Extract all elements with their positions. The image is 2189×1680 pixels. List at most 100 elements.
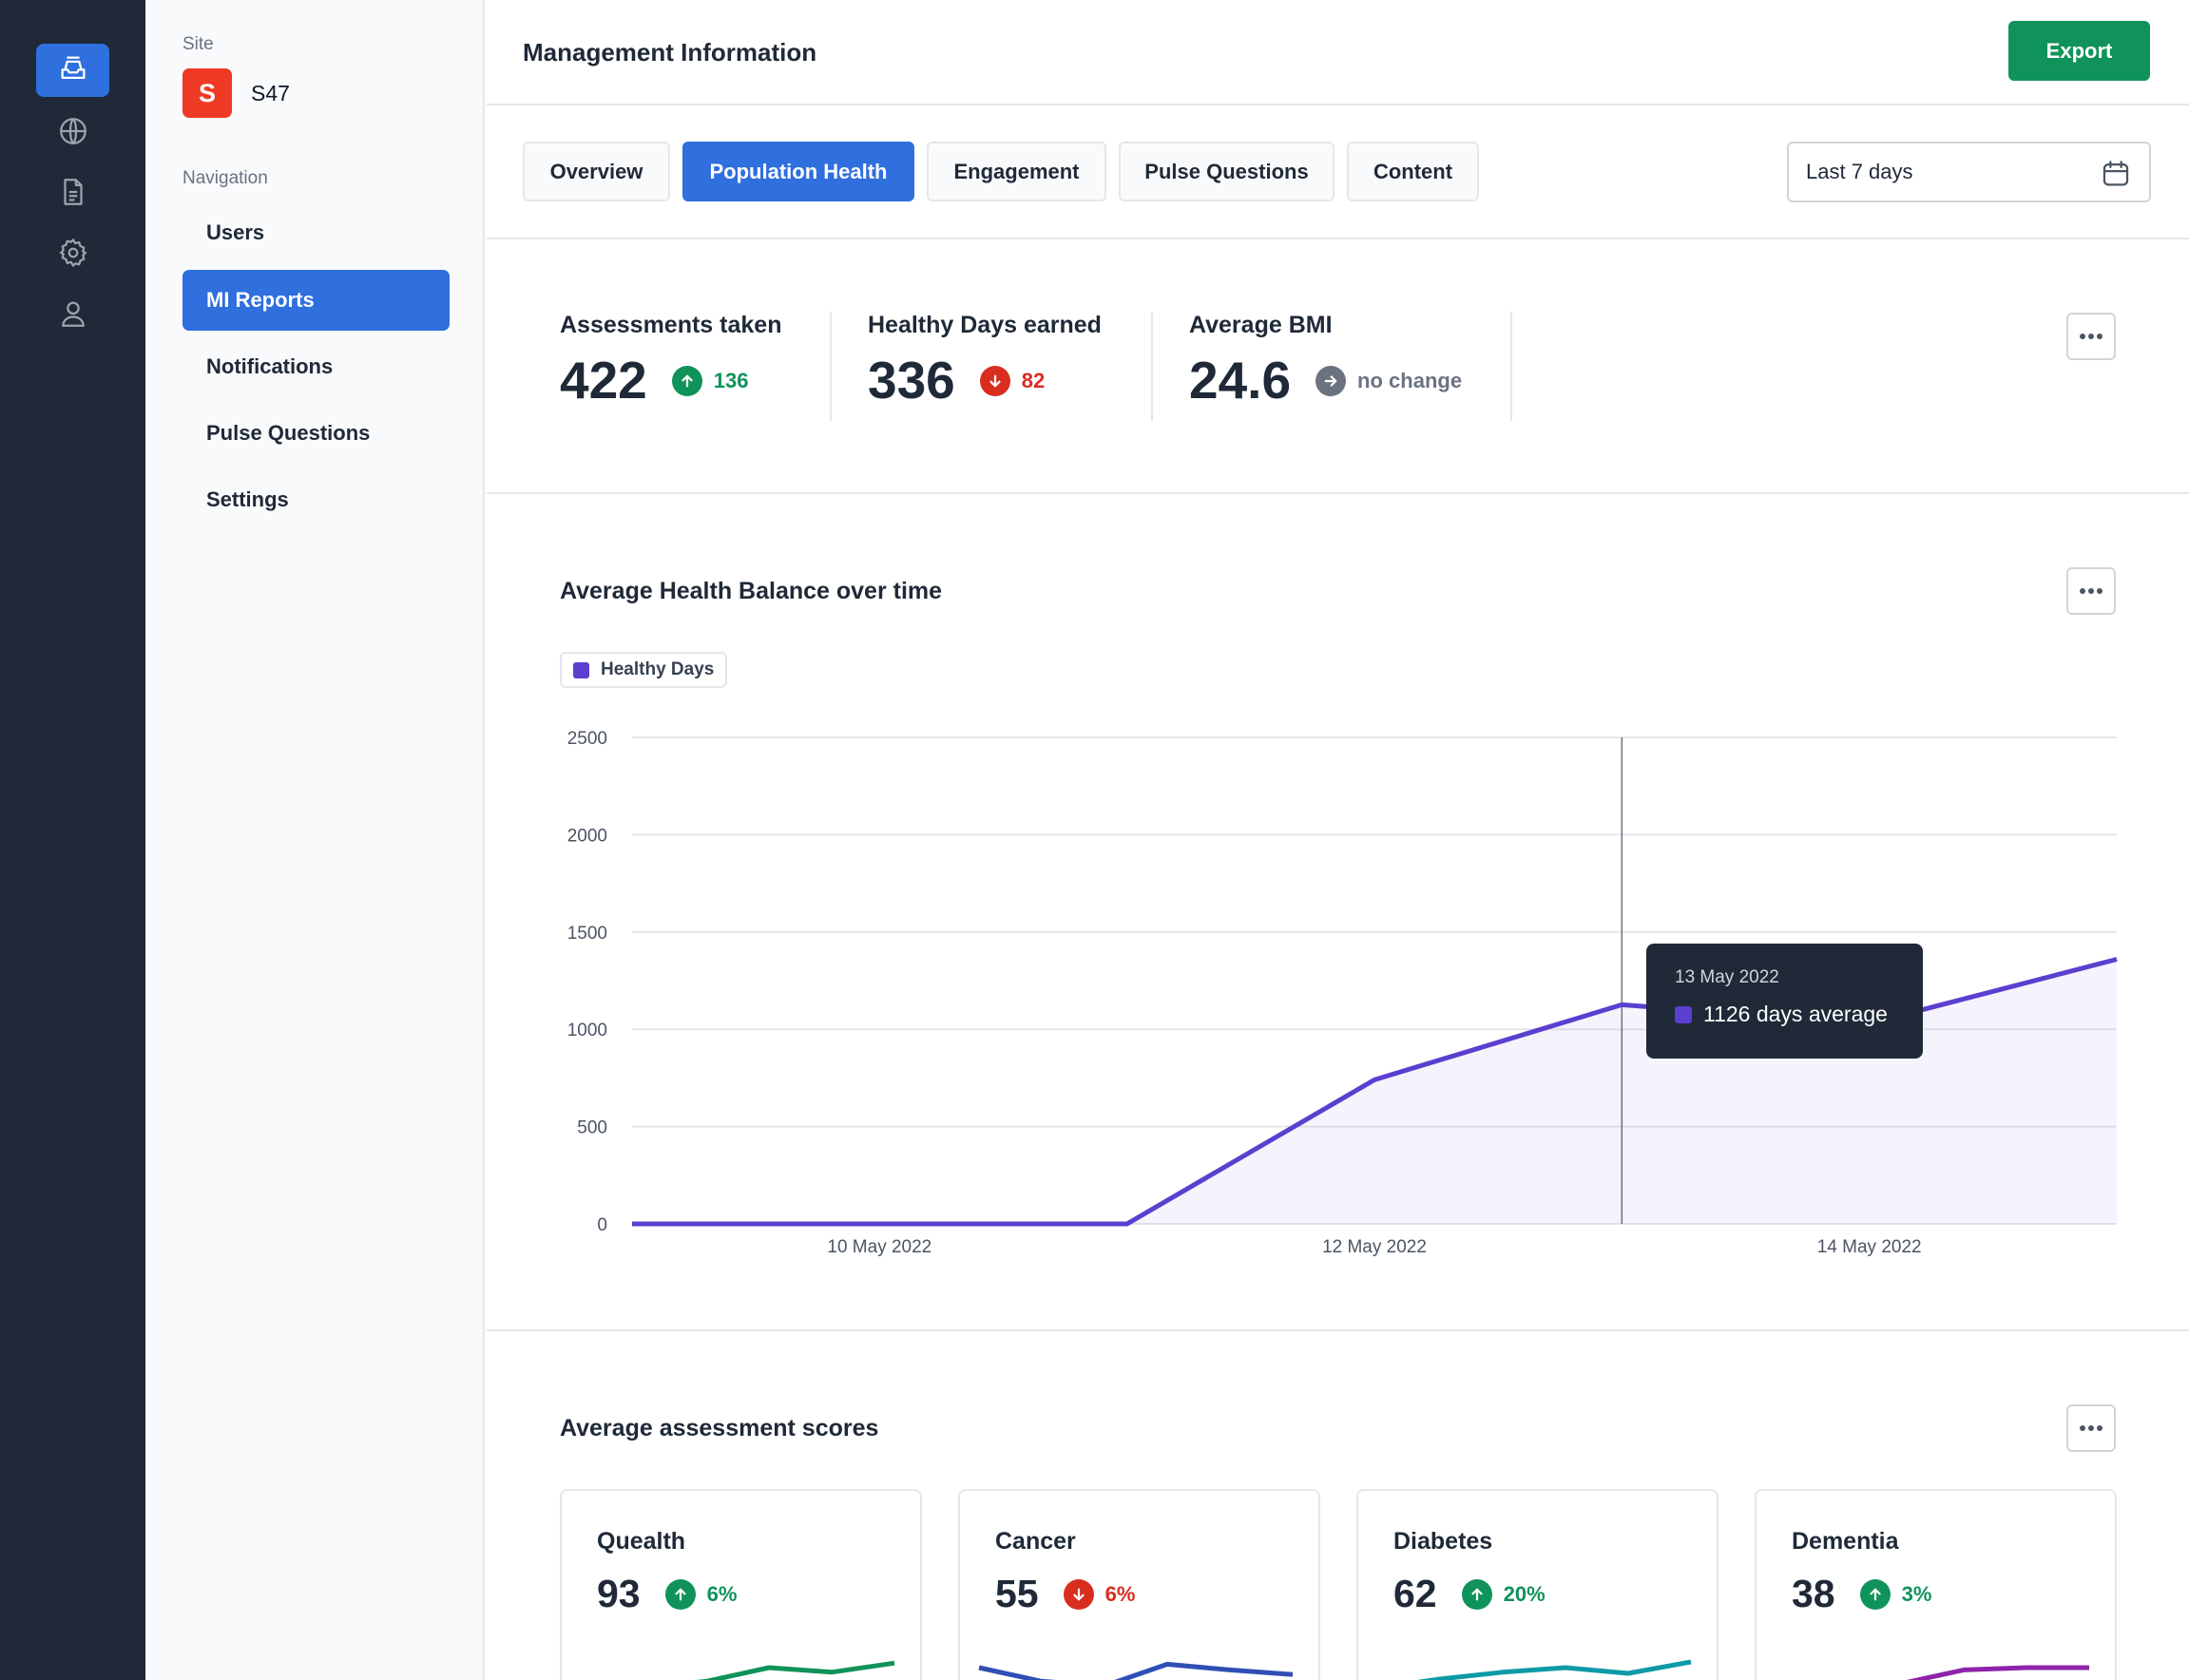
health-balance-chart[interactable]: 0 500 1000 1500 2000 2500 10 May 2022 12 May 20… (487, 494, 2189, 1331)
sparkline (1906, 1665, 2089, 1680)
inbox-icon (57, 52, 89, 89)
x-tick-label: 12 May 2022 (1322, 1237, 1427, 1257)
site-avatar: S (182, 68, 232, 118)
stat-value: 336 (868, 351, 955, 410)
legend-label: Healthy Days (601, 659, 715, 679)
y-tick-label: 0 (597, 1215, 607, 1235)
stat-title: Healthy Days earned (868, 312, 1102, 338)
arrow-down-icon (979, 365, 1010, 396)
sidebar-item-pulse-questions[interactable]: Pulse Questions (206, 421, 371, 445)
assessment-card-diabetes[interactable]: Diabetes 62 20% (1356, 1489, 1719, 1680)
card-title: Cancer (995, 1528, 1076, 1555)
stat-delta-value: 136 (713, 368, 749, 392)
stat-healthy-days-earned: Healthy Days earned 336 82 (868, 312, 1102, 421)
assessment-more-button[interactable] (2066, 1404, 2116, 1452)
tab-pulse-questions[interactable]: Pulse Questions (1119, 142, 1335, 201)
sidebar-item-settings[interactable]: Settings (206, 487, 289, 511)
card-delta: 6% (1063, 1578, 1136, 1610)
sparkline (696, 1660, 895, 1680)
export-button[interactable]: Export (2008, 21, 2150, 81)
stat-divider (830, 312, 832, 421)
card-delta-value: 6% (1104, 1581, 1136, 1606)
tooltip-date: 13 May 2022 (1675, 967, 1779, 987)
stat-delta: no change (1315, 365, 1463, 396)
date-range-select[interactable]: Last 7 days (1787, 142, 2151, 202)
page-title: Management Information (523, 38, 817, 67)
assessment-card-quealth[interactable]: Quealth 93 6% (560, 1489, 922, 1680)
user-icon (57, 297, 89, 334)
sparkline-path (978, 1661, 1294, 1680)
card-delta: 20% (1461, 1578, 1546, 1610)
health-balance-chart-section: Average Health Balance over time Healthy… (487, 494, 2189, 1331)
globe-icon (57, 115, 89, 152)
sidebar-item-mi-reports[interactable]: MI Reports (182, 270, 450, 331)
assessment-card-dementia[interactable]: Dementia 38 3% (1755, 1489, 2117, 1680)
date-range-label: Last 7 days (1806, 160, 1913, 183)
card-value: 55 (995, 1572, 1039, 1615)
sparkline-path (1906, 1665, 2089, 1680)
tab-engagement[interactable]: Engagement (927, 142, 1106, 201)
stat-title: Average BMI (1189, 312, 1333, 338)
y-tick-label: 500 (577, 1118, 607, 1138)
card-delta-value: 6% (706, 1581, 738, 1606)
card-title: Quealth (597, 1528, 686, 1555)
arrow-up-icon (671, 365, 702, 396)
rail-inbox-button[interactable] (36, 44, 109, 97)
legend-swatch (573, 661, 589, 678)
tab-overview[interactable]: Overview (523, 142, 670, 201)
card-title: Diabetes (1393, 1528, 1493, 1555)
sidebar-item-notifications[interactable]: Notifications (206, 354, 334, 378)
x-tick-label: 10 May 2022 (827, 1237, 931, 1257)
arrow-right-icon (1315, 365, 1347, 396)
assessment-scores-section: Average assessment scores Quealth 93 6% Can… (487, 1331, 2189, 1680)
site-name: S47 (251, 80, 290, 105)
tooltip-value: 1126 days average (1703, 1002, 1888, 1026)
sparkline-path (696, 1660, 895, 1680)
sparkline (1416, 1659, 1692, 1680)
stat-divider (1510, 312, 1512, 421)
main-content: Management Information Export Overview P… (487, 0, 2189, 1680)
icon-rail (0, 0, 145, 1680)
tab-content[interactable]: Content (1347, 142, 1479, 201)
chart-legend[interactable]: Healthy Days (560, 652, 728, 688)
more-horizontal-icon (2079, 582, 2103, 600)
card-value: 93 (597, 1572, 641, 1615)
stat-assessments-taken: Assessments taken 422 136 (560, 312, 781, 421)
card-delta: 3% (1859, 1578, 1932, 1610)
summary-stats: Assessments taken 422 136 Healthy Days e… (487, 239, 2189, 494)
stat-delta-value: no change (1357, 368, 1463, 392)
card-delta-value: 3% (1901, 1581, 1932, 1606)
assessment-scores-title: Average assessment scores (560, 1415, 879, 1441)
rail-settings-button[interactable] (36, 228, 109, 281)
card-value: 38 (1792, 1572, 1835, 1615)
arrow-up-icon (664, 1578, 696, 1610)
gear-icon (57, 237, 89, 274)
y-tick-label: 2500 (567, 729, 607, 749)
rail-globe-button[interactable] (36, 106, 109, 160)
y-tick-label: 1000 (567, 1021, 607, 1040)
chart-title: Average Health Balance over time (560, 578, 943, 604)
stats-more-button[interactable] (2066, 313, 2116, 360)
chart-more-button[interactable] (2066, 567, 2116, 615)
stat-delta: 136 (671, 365, 749, 396)
arrow-up-icon (1461, 1578, 1492, 1610)
stat-divider (1151, 312, 1153, 421)
card-delta: 6% (664, 1578, 738, 1610)
stat-delta-value: 82 (1021, 368, 1046, 392)
site-selector[interactable]: S S47 (182, 68, 290, 118)
assessment-card-cancer[interactable]: Cancer 55 6% (958, 1489, 1320, 1680)
rail-document-button[interactable] (36, 167, 109, 220)
stat-value: 24.6 (1189, 351, 1292, 410)
more-horizontal-icon (2079, 328, 2103, 345)
stat-delta: 82 (979, 365, 1046, 396)
site-label: Site (182, 34, 214, 54)
arrow-down-icon (1063, 1578, 1094, 1610)
card-value: 62 (1393, 1572, 1437, 1615)
tab-population-health[interactable]: Population Health (682, 142, 914, 201)
sidebar-item-users[interactable]: Users (206, 220, 265, 244)
card-title: Dementia (1792, 1528, 1899, 1555)
sidebar: Site S S47 Navigation Users MI Reports N… (145, 0, 485, 1680)
arrow-up-icon (1859, 1578, 1891, 1610)
rail-profile-button[interactable] (36, 289, 109, 342)
navigation-label: Navigation (182, 168, 268, 188)
